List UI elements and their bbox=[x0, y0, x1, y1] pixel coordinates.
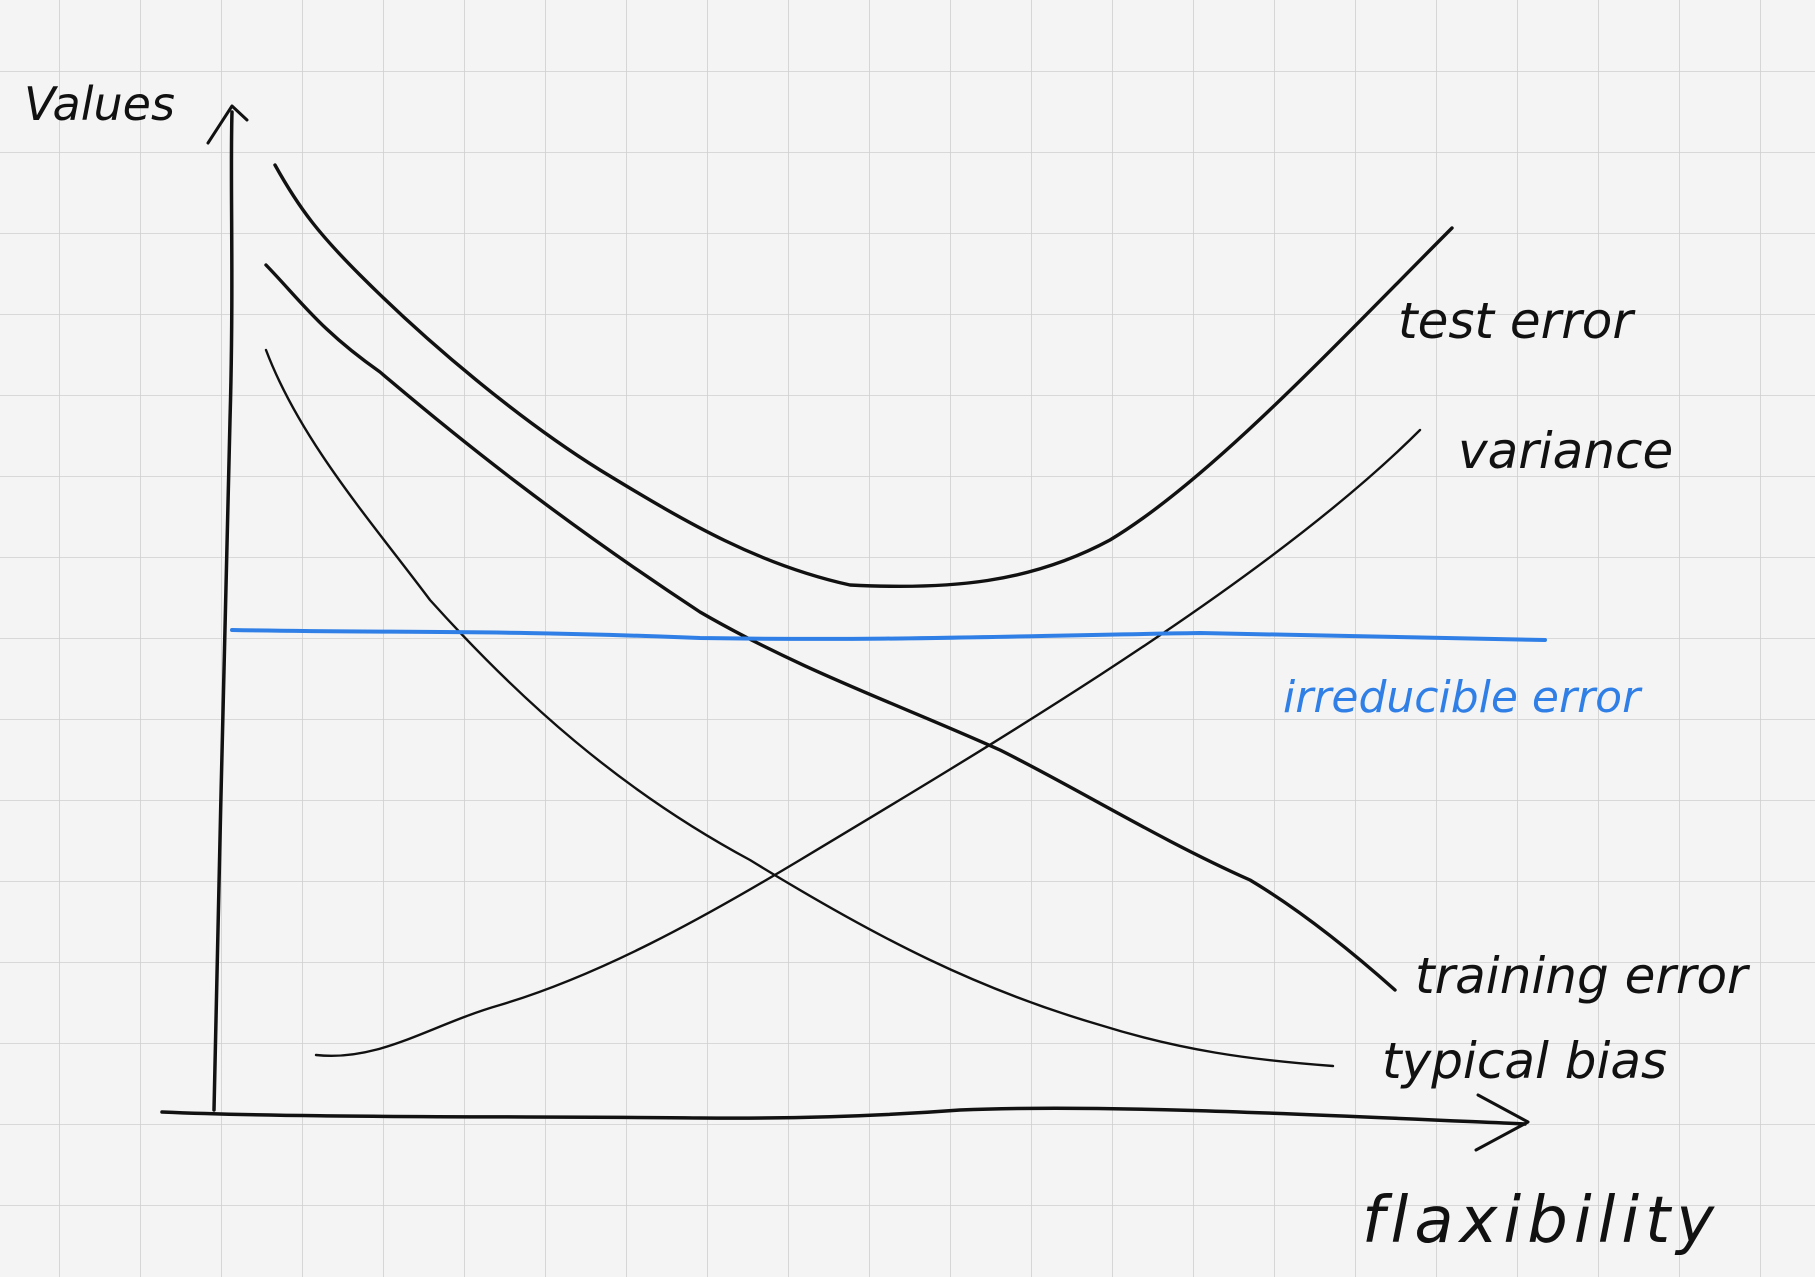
training-error-label: training error bbox=[1415, 947, 1751, 1005]
x-axis-line bbox=[160, 1106, 1527, 1126]
training-error-curve bbox=[264, 263, 1397, 992]
variance-curve bbox=[314, 428, 1422, 1058]
irreducible-error-label: irreducible error bbox=[1283, 672, 1643, 723]
irreducible-error-line bbox=[230, 628, 1547, 642]
test-error-label: test error bbox=[1398, 292, 1636, 350]
typical-bias-label: typical bias bbox=[1382, 1032, 1667, 1090]
curves bbox=[230, 163, 1547, 1068]
labels: Values flaxibility test error variance i… bbox=[24, 77, 1751, 1258]
y-axis-label: Values bbox=[24, 77, 175, 131]
x-axis-arrowhead bbox=[1474, 1093, 1530, 1152]
typical-bias-curve bbox=[264, 348, 1335, 1068]
x-axis-label: flaxibility bbox=[1362, 1184, 1720, 1258]
y-axis-line bbox=[212, 110, 234, 1112]
axes bbox=[160, 104, 1530, 1152]
test-error-curve bbox=[273, 163, 1454, 589]
variance-label: variance bbox=[1458, 422, 1673, 480]
y-axis-arrowhead bbox=[206, 104, 249, 145]
